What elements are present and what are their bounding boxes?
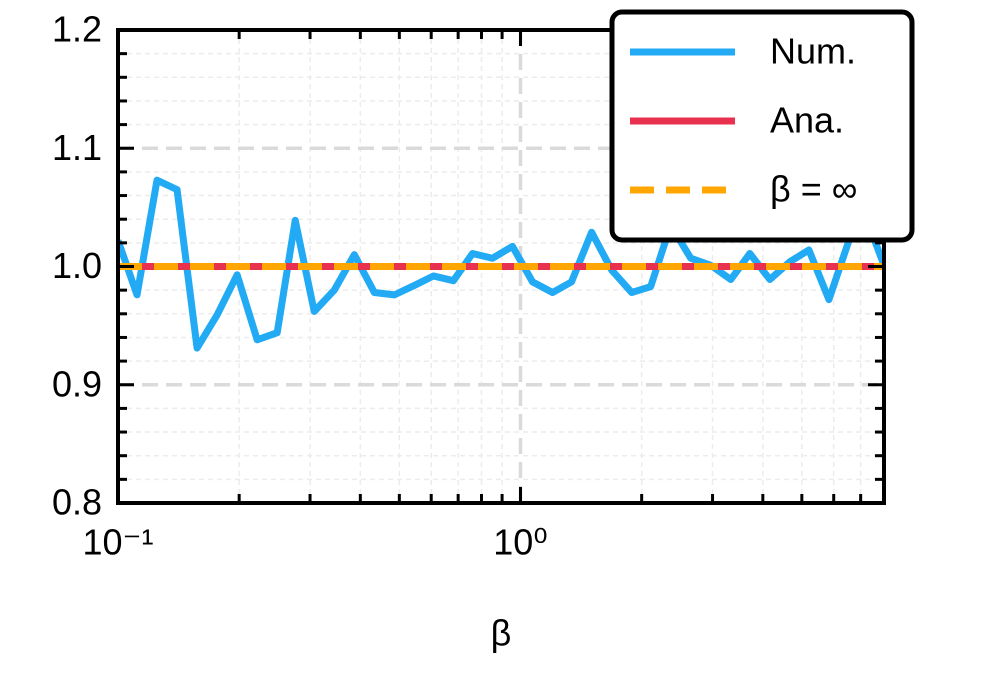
y-tick-label: 1.1: [52, 127, 102, 168]
legend-label: Num.: [770, 31, 856, 72]
legend-label: β = ∞: [770, 169, 857, 210]
x-tick-label: 10⁰: [493, 522, 547, 563]
legend-label: Ana.: [770, 100, 844, 141]
x-tick-label: 10⁻¹: [82, 522, 153, 563]
plot-frame: [116, 28, 886, 505]
x-axis-label: β: [491, 613, 512, 654]
y-tick-label: 1.2: [52, 9, 102, 50]
y-tick-label: 0.9: [52, 363, 102, 404]
y-tick-label: 1.0: [52, 245, 102, 286]
y-tick-label: 0.8: [52, 482, 102, 523]
legend-box: [609, 9, 915, 243]
